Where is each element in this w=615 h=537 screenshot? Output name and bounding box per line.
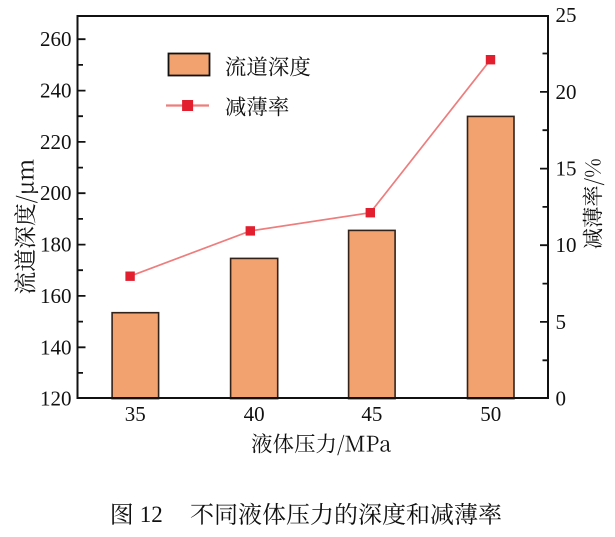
- svg-text:0: 0: [556, 387, 567, 411]
- svg-text:220: 220: [40, 130, 72, 154]
- svg-text:12: 12: [140, 502, 163, 527]
- svg-text:160: 160: [40, 284, 72, 308]
- svg-text:10: 10: [556, 233, 577, 257]
- svg-text:40: 40: [244, 402, 265, 426]
- svg-text:120: 120: [40, 387, 72, 411]
- svg-text:5: 5: [556, 310, 567, 334]
- svg-text:140: 140: [40, 335, 72, 359]
- svg-text:180: 180: [40, 233, 72, 257]
- svg-text:240: 240: [40, 79, 72, 103]
- svg-text:260: 260: [40, 27, 72, 51]
- svg-text:20: 20: [556, 80, 577, 104]
- svg-text:15: 15: [556, 157, 577, 181]
- svg-text:50: 50: [480, 402, 501, 426]
- svg-text:200: 200: [40, 181, 72, 205]
- svg-text:25: 25: [556, 3, 577, 27]
- svg-text:35: 35: [125, 402, 146, 426]
- svg-text:45: 45: [361, 402, 382, 426]
